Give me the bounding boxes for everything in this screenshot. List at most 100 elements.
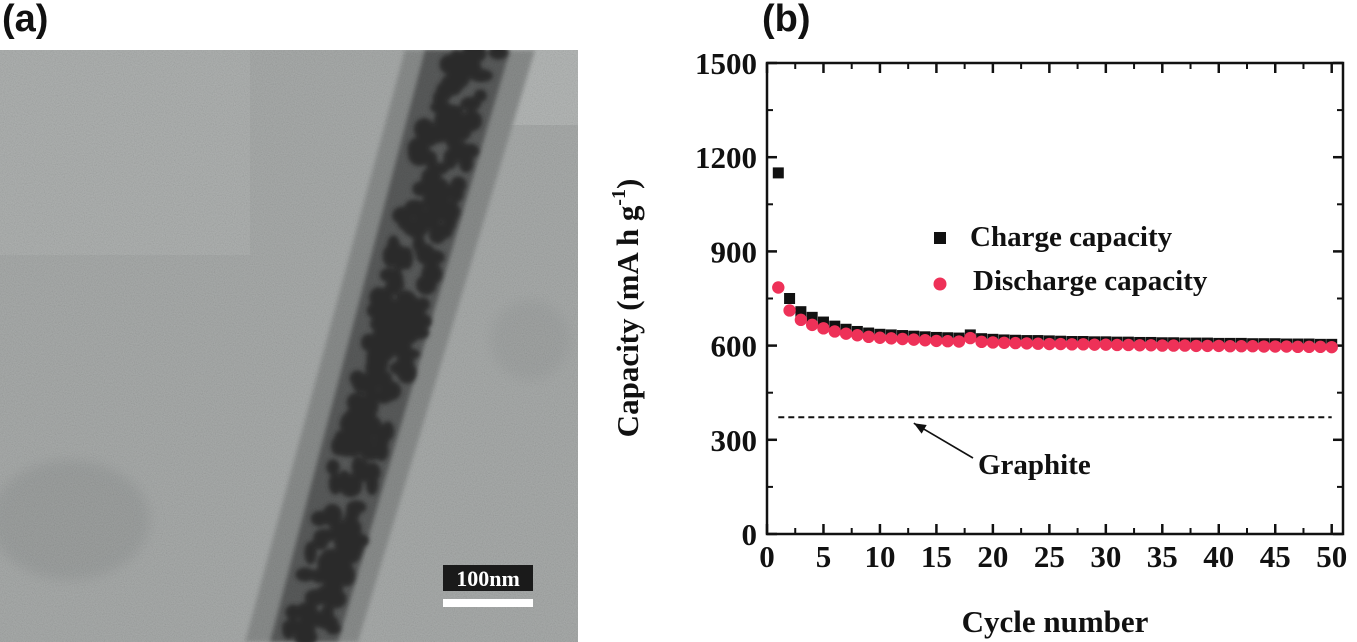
discharge-capacity-point bbox=[997, 336, 1011, 349]
nanoparticle bbox=[313, 528, 337, 543]
graphite-label: Graphite bbox=[978, 449, 1091, 481]
discharge-capacity-point bbox=[986, 336, 1000, 349]
discharge-capacity-point bbox=[1212, 339, 1225, 353]
discharge-capacity-point bbox=[1020, 337, 1033, 350]
nanoparticle bbox=[338, 474, 363, 498]
nanoparticle bbox=[451, 50, 472, 63]
x-tick-label: 30 bbox=[1090, 539, 1121, 574]
charge-capacity-point bbox=[772, 167, 784, 179]
nanoparticle bbox=[315, 570, 333, 584]
discharge-capacity-point bbox=[794, 313, 808, 327]
legend-discharge-label: Discharge capacity bbox=[973, 265, 1208, 297]
nanoparticle bbox=[469, 68, 493, 83]
nanoparticle bbox=[346, 409, 359, 425]
nanoparticle bbox=[369, 286, 389, 309]
discharge-capacity-point bbox=[918, 334, 932, 347]
nanoparticle bbox=[426, 124, 447, 139]
nanoparticle bbox=[460, 109, 483, 132]
nanoparticle bbox=[412, 234, 426, 254]
nanoparticle bbox=[415, 274, 437, 295]
x-tick-label: 50 bbox=[1316, 539, 1347, 574]
discharge-capacity-point bbox=[1302, 340, 1316, 354]
nanoparticle bbox=[438, 190, 452, 203]
x-tick-label: 15 bbox=[921, 539, 952, 574]
y-tick-label: 900 bbox=[711, 234, 758, 269]
capacity-chart: 0 300 600 900 1200 1500 0 5 10 15 20 25 30 35 40 45 50 G… bbox=[608, 46, 1347, 639]
nanoparticle bbox=[378, 327, 397, 352]
x-tick-label: 25 bbox=[1034, 539, 1065, 574]
discharge-capacity-point bbox=[941, 335, 954, 348]
y-axis-label: Capacity (mA h g-1) bbox=[608, 179, 645, 438]
discharge-capacity-point bbox=[1167, 339, 1180, 352]
nanoparticle bbox=[285, 604, 301, 621]
nanoparticle bbox=[488, 50, 508, 60]
discharge-capacity-point bbox=[828, 325, 841, 338]
discharge-capacity-point bbox=[907, 333, 921, 346]
y-axis-label-superscript: -1 bbox=[608, 189, 630, 206]
scale-bar-text-background bbox=[443, 565, 533, 591]
x-axis-label: Cycle number bbox=[962, 604, 1149, 639]
panel-b-label: (b) bbox=[762, 0, 811, 40]
charge-capacity-point bbox=[806, 311, 818, 323]
nanoparticle bbox=[325, 622, 341, 635]
charge-capacity-point bbox=[817, 316, 829, 328]
discharge-capacity-point bbox=[1009, 336, 1022, 350]
legend-charge-label: Charge capacity bbox=[970, 221, 1173, 253]
discharge-capacity-point bbox=[896, 332, 909, 346]
nanoparticle bbox=[366, 347, 380, 370]
data-series bbox=[772, 167, 1338, 354]
discharge-capacity-point bbox=[930, 334, 943, 348]
nanoparticle bbox=[310, 510, 329, 527]
discharge-capacity-point bbox=[1054, 337, 1067, 351]
nanoparticle bbox=[328, 472, 343, 495]
graphite-arrow-head bbox=[913, 423, 927, 434]
nanoparticle bbox=[460, 96, 482, 112]
discharge-capacity-point bbox=[1325, 340, 1338, 354]
panel-a-label: (a) bbox=[2, 0, 49, 40]
nanoparticle bbox=[330, 436, 346, 456]
discharge-capacity-point bbox=[1201, 339, 1214, 353]
graphite-reference: Graphite bbox=[778, 416, 1332, 481]
nanoparticle bbox=[357, 459, 370, 482]
y-tick-label: 1500 bbox=[695, 46, 757, 81]
discharge-capacity-point bbox=[1088, 338, 1101, 351]
nanoparticle bbox=[450, 176, 467, 193]
discharge-capacity-point bbox=[885, 332, 898, 345]
nanoparticle bbox=[430, 100, 452, 114]
y-tick-label: 0 bbox=[742, 517, 758, 552]
nanoparticle bbox=[375, 313, 391, 331]
x-tick-label: 10 bbox=[864, 539, 895, 574]
discharge-capacity-point bbox=[862, 330, 875, 344]
scale-bar-label: 100nm bbox=[456, 566, 520, 591]
nanoparticle bbox=[422, 180, 447, 193]
nanoparticle bbox=[340, 441, 363, 457]
nanoparticle bbox=[352, 377, 375, 394]
nanoparticle bbox=[304, 541, 317, 565]
discharge-capacity-point bbox=[1031, 337, 1045, 350]
x-tick-label: 0 bbox=[759, 539, 775, 574]
discharge-capacity-point bbox=[1280, 340, 1293, 353]
legend: Charge capacity Discharge capacity bbox=[933, 221, 1208, 297]
nanoparticle bbox=[438, 83, 453, 102]
discharge-capacity-point bbox=[1110, 338, 1124, 352]
tem-micrograph: 100nm bbox=[0, 50, 578, 642]
nanoparticle bbox=[359, 444, 383, 461]
discharge-capacity-point bbox=[783, 304, 796, 317]
y-tick-label: 600 bbox=[711, 329, 758, 364]
nanoparticle bbox=[338, 517, 362, 541]
nanoparticle bbox=[371, 370, 393, 387]
charge-capacity-point bbox=[795, 306, 807, 318]
nanoparticle bbox=[423, 249, 445, 265]
nanoparticle bbox=[295, 602, 319, 622]
nanoparticle bbox=[293, 627, 318, 642]
legend-discharge-marker bbox=[933, 277, 947, 291]
nanoparticle bbox=[382, 244, 398, 268]
discharge-capacity-point bbox=[1043, 337, 1056, 351]
x-tick-label: 35 bbox=[1147, 539, 1178, 574]
y-axis-label-close: ) bbox=[610, 179, 645, 189]
discharge-capacity-point bbox=[1178, 339, 1192, 352]
discharge-capacity-point bbox=[952, 335, 966, 348]
nanoparticle bbox=[432, 202, 455, 222]
discharge-capacity-point bbox=[1235, 340, 1248, 353]
scale-bar bbox=[443, 599, 533, 607]
